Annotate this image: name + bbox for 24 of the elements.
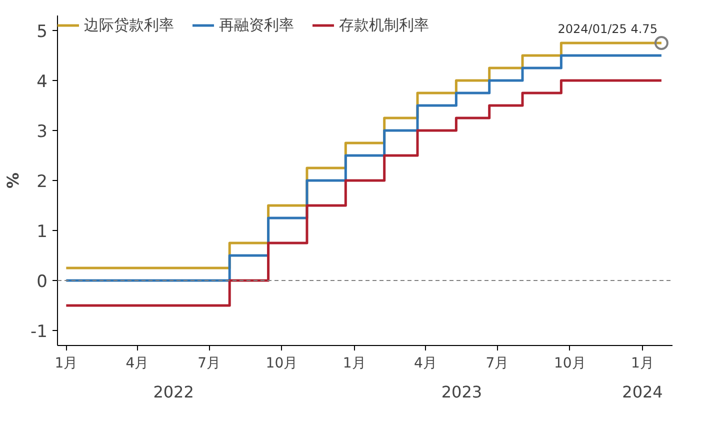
y-tick-label: 1 xyxy=(36,222,48,242)
x-tick-label: 1月 xyxy=(342,356,366,372)
x-tick-label: 4月 xyxy=(126,356,149,372)
legend-label: 存款机制利率 xyxy=(339,15,429,35)
y-tick-label: 5 xyxy=(36,22,48,42)
x-tick-label: 1月 xyxy=(631,356,654,372)
legend-label: 再融资利率 xyxy=(219,15,294,35)
text: 2022 xyxy=(153,382,194,402)
x-tick-label: 7月 xyxy=(198,356,221,372)
y-tick-label: -1 xyxy=(30,322,48,342)
y-tick-label: 0 xyxy=(36,272,48,292)
y-tick-label: 2 xyxy=(36,172,48,192)
text: 2023 xyxy=(441,382,482,402)
y-tick-label: 3 xyxy=(36,122,48,142)
x-tick-label: 10月 xyxy=(266,356,298,372)
y-axis-title: % xyxy=(4,172,23,189)
annotation: 2024/01/25 4.75 xyxy=(558,22,658,36)
text: 2024 xyxy=(622,382,663,402)
x-tick-label: 1月 xyxy=(54,356,78,372)
legend-label: 边际贷款利率 xyxy=(84,15,174,35)
x-tick-label: 7月 xyxy=(486,356,509,372)
y-tick-label: 4 xyxy=(36,72,48,92)
x-tick-label: 10月 xyxy=(554,356,586,372)
x-tick-label: 4月 xyxy=(414,356,437,372)
